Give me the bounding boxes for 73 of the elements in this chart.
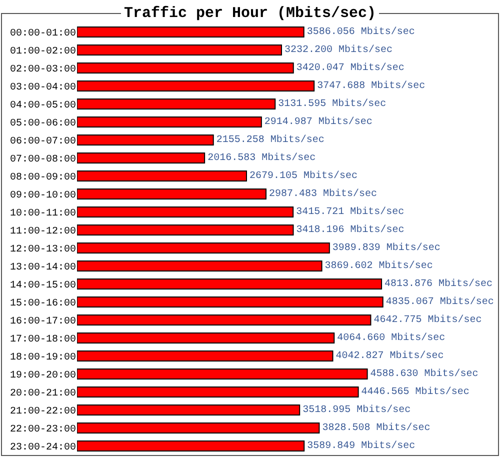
bar [77,314,372,326]
y-tick-label: 04:00-05:00 [10,100,76,112]
data-label: 3131.595 Mbits/sec [278,98,386,110]
data-label: 3232.200 Mbits/sec [284,44,393,56]
data-label: 2987.483 Mbits/sec [269,188,378,200]
bar [77,422,320,434]
y-tick-label: 22:00-23:00 [10,424,76,436]
data-label: 2155.258 Mbits/sec [216,134,324,146]
bar [77,152,206,164]
y-tick-label: 21:00-22:00 [10,406,76,418]
bar [77,278,382,290]
y-tick-label: 01:00-02:00 [10,46,76,58]
bar [77,134,214,146]
bar [77,296,384,308]
y-tick-label: 17:00-18:00 [10,334,76,346]
data-label: 3518.995 Mbits/sec [302,404,411,416]
data-label: 3828.508 Mbits/sec [322,422,430,434]
y-tick-label: 07:00-08:00 [10,154,76,166]
data-label: 3586.056 Mbits/sec [306,26,415,38]
bar [77,188,266,200]
y-tick-label: 08:00-09:00 [10,172,76,184]
bar [77,26,304,38]
data-label: 4064.660 Mbits/sec [337,332,446,344]
y-tick-label: 00:00-01:00 [10,28,76,40]
bar [77,224,294,236]
bar [77,44,282,56]
y-tick-label: 20:00-21:00 [10,388,76,400]
data-label: 3747.688 Mbits/sec [317,80,426,92]
y-tick-label: 02:00-03:00 [10,64,76,76]
bar [77,80,315,92]
y-tick-label: 12:00-13:00 [10,244,76,256]
y-tick-label: 03:00-04:00 [10,82,76,94]
y-tick-label: 05:00-06:00 [10,118,76,130]
y-tick-label: 15:00-16:00 [10,298,76,310]
bar [77,62,294,74]
data-label: 2679.105 Mbits/sec [249,170,358,182]
y-tick-label: 14:00-15:00 [10,280,76,292]
bar [77,98,276,110]
bar [77,368,368,380]
y-tick-label: 16:00-17:00 [10,316,76,328]
bar [77,332,335,344]
bar [77,404,300,416]
bar [77,170,247,182]
bar [77,116,262,128]
data-label: 3869.602 Mbits/sec [324,260,433,272]
bar [77,206,294,218]
data-label: 3420.047 Mbits/sec [296,62,404,74]
data-label: 4588.630 Mbits/sec [370,368,478,380]
data-label: 3415.721 Mbits/sec [296,206,404,218]
bar [77,440,305,452]
bar [77,242,330,254]
data-label: 3418.196 Mbits/sec [296,224,404,236]
y-tick-label: 10:00-11:00 [10,208,76,220]
bar [77,386,359,398]
data-label: 3589.849 Mbits/sec [307,440,416,452]
y-tick-label: 19:00-20:00 [10,370,76,382]
data-label: 2016.583 Mbits/sec [208,152,316,164]
data-label: 4446.565 Mbits/sec [361,386,470,398]
chart-title: Traffic per Hour (Mbits/sec) [120,5,380,22]
data-label: 4835.067 Mbits/sec [386,296,494,308]
y-tick-label: 06:00-07:00 [10,136,76,148]
data-label: 4642.775 Mbits/sec [374,314,482,326]
data-label: 2914.987 Mbits/sec [264,116,372,128]
bar [77,350,334,362]
data-label: 3989.839 Mbits/sec [332,242,440,254]
y-tick-label: 09:00-10:00 [10,190,76,202]
y-tick-label: 18:00-19:00 [10,352,76,364]
data-label: 4042.827 Mbits/sec [336,350,444,362]
y-tick-label: 23:00-24:00 [10,442,76,454]
bar [77,260,322,272]
data-label: 4813.876 Mbits/sec [384,278,493,290]
y-tick-label: 13:00-14:00 [10,262,76,274]
y-tick-label: 11:00-12:00 [10,226,76,238]
